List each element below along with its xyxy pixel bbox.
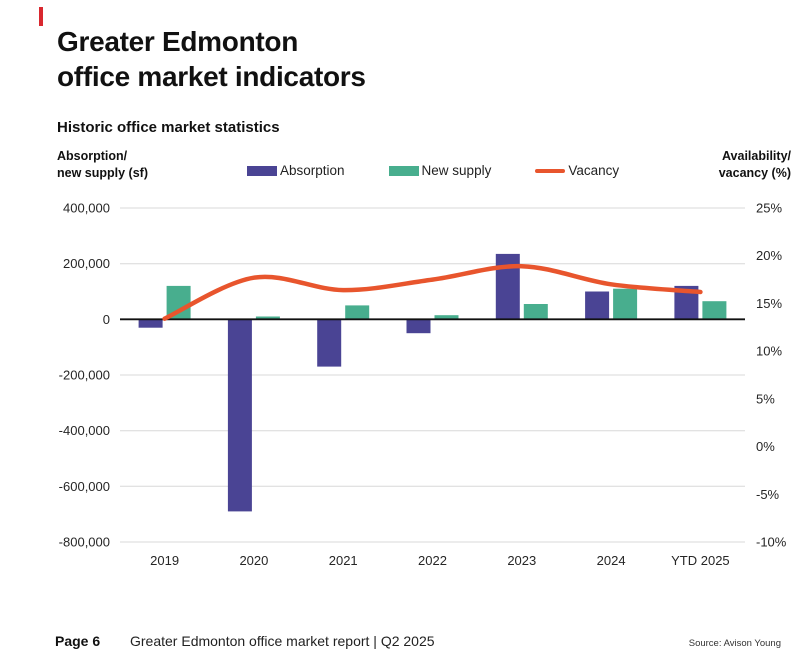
bar-new-supply-YTD-2025 xyxy=(702,301,727,320)
x-axis-label: 2022 xyxy=(418,553,447,568)
x-axis-label: 2019 xyxy=(150,553,179,568)
bar-absorption-2024 xyxy=(585,291,610,320)
legend-label-vacancy: Vacancy xyxy=(568,163,620,178)
legend-label-absorption: Absorption xyxy=(280,163,345,178)
absorption-swatch-icon xyxy=(247,165,277,176)
x-axis-label: 2024 xyxy=(597,553,626,568)
right-axis-tick: 25% xyxy=(756,201,782,216)
legend-label-new-supply: New supply xyxy=(421,163,492,178)
vacancy-trend-line xyxy=(162,263,703,321)
x-axis-label: YTD 2025 xyxy=(671,553,730,568)
left-axis-title-line2: new supply (sf) xyxy=(57,166,148,180)
bar-absorption-2021 xyxy=(317,319,342,367)
right-axis-title-line2: vacancy (%) xyxy=(718,166,791,180)
right-axis-tick: -5% xyxy=(756,487,780,502)
bar-absorption-2023 xyxy=(495,253,520,320)
left-axis-title: Absorption/ new supply (sf) xyxy=(57,148,148,182)
report-title: Greater Edmonton office market report | … xyxy=(130,633,435,649)
left-axis-title-line1: Absorption/ xyxy=(57,149,128,163)
bar-new-supply-2021 xyxy=(345,305,370,320)
x-axis-label: 2023 xyxy=(507,553,536,568)
source-credit: Source: Avison Young xyxy=(688,638,781,649)
right-axis-tick: 20% xyxy=(756,248,782,263)
bar-absorption-2019 xyxy=(138,319,163,328)
chart-canvas: 400,000 200,000 0 -200,000 -400,000 -600,000 -… xyxy=(59,201,787,569)
chart-legend: Absorption New supply Vacancy xyxy=(247,163,619,178)
right-axis-title-line1: Availability/ xyxy=(721,149,791,163)
right-axis-title: Availability/ vacancy (%) xyxy=(719,148,791,182)
left-axis-tick: -200,000 xyxy=(59,368,110,383)
right-axis-tick: -10% xyxy=(756,535,787,550)
bar-new-supply-2023 xyxy=(523,304,548,320)
left-axis-tick: 200,000 xyxy=(63,256,110,271)
left-axis-tick: 400,000 xyxy=(63,201,110,216)
page-title: Greater Edmonton office market indicator… xyxy=(57,24,366,94)
left-axis-tick: -800,000 xyxy=(59,535,110,550)
x-axis-label: 2020 xyxy=(239,553,268,568)
left-axis-tick: 0 xyxy=(103,312,110,327)
bar-new-supply-2020 xyxy=(255,316,280,320)
brand-accent-mark xyxy=(39,7,43,26)
bar-absorption-2022 xyxy=(406,319,431,334)
bar-absorption-2020 xyxy=(227,319,252,512)
vacancy-line-icon xyxy=(535,168,566,173)
new-supply-swatch-icon xyxy=(388,165,419,176)
page-title-line1: Greater Edmonton xyxy=(57,26,299,57)
left-axis-tick: -600,000 xyxy=(59,479,110,494)
right-axis-tick: 0% xyxy=(756,439,775,454)
legend-item-absorption: Absorption xyxy=(247,163,345,178)
right-axis-tick: 10% xyxy=(756,344,782,359)
bar-new-supply-2022 xyxy=(434,315,459,320)
right-axis-tick: 15% xyxy=(756,296,782,311)
legend-item-vacancy: Vacancy xyxy=(535,163,619,178)
page-title-line2: office market indicators xyxy=(57,61,366,92)
right-axis-tick: 5% xyxy=(756,391,775,406)
chart-subtitle: Historic office market statistics xyxy=(57,119,280,136)
left-axis-tick: -400,000 xyxy=(59,423,110,438)
bar-new-supply-2024 xyxy=(613,288,638,320)
x-axis-label: 2021 xyxy=(329,553,358,568)
legend-item-new-supply: New supply xyxy=(388,163,492,178)
combo-chart: 400,000 200,000 0 -200,000 -400,000 -600,000 -… xyxy=(0,195,805,585)
page-number: Page 6 xyxy=(55,633,101,649)
